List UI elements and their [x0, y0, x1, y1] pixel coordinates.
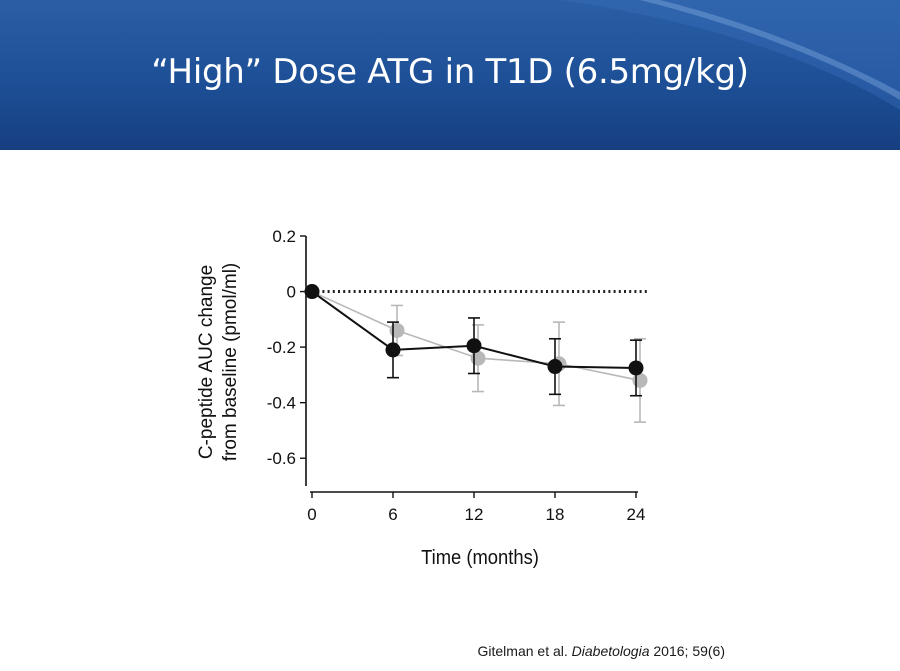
y-tick-label: -0.4: [267, 394, 296, 413]
y-tick-label: -0.2: [267, 338, 296, 357]
data-point-black: [466, 338, 482, 354]
data-point-black: [385, 342, 401, 358]
y-axis-label-line2: from baseline (pmol/ml): [220, 263, 241, 462]
chart-axes: 0.2 0 -0.2 -0.4 -0.6 0 6 12 18 24: [267, 227, 646, 524]
data-point-grey: [389, 322, 405, 338]
citation-details: 2016; 59(6): [653, 643, 725, 659]
data-point-black: [628, 360, 644, 376]
x-tick-label: 6: [388, 505, 397, 524]
chart-labels: Time (months) C-peptide AUC change from …: [196, 263, 539, 569]
series-black: [304, 284, 644, 397]
series-layer: [304, 284, 648, 423]
y-axis-label-line1: C-peptide AUC change: [196, 265, 217, 459]
c-peptide-chart: 0.2 0 -0.2 -0.4 -0.6 0 6 12 18 24 Time (months) C…: [196, 227, 650, 569]
citation: Gitelman et al. Diabetologia 2016; 59(6): [478, 643, 726, 659]
citation-journal: Diabetologia: [571, 643, 650, 659]
header-swoosh-decoration: [560, 0, 900, 110]
slide-header: “High” Dose ATG in T1D (6.5mg/kg): [0, 0, 900, 150]
x-tick-label: 24: [627, 505, 646, 524]
y-tick-label: -0.6: [267, 449, 296, 468]
y-tick-label: 0.2: [272, 227, 296, 246]
x-tick-label: 12: [465, 505, 484, 524]
data-point-black: [547, 359, 563, 375]
x-tick-label: 0: [307, 505, 316, 524]
x-tick-label: 18: [546, 505, 565, 524]
x-axis-label: Time (months): [421, 547, 539, 569]
chart-area: 0.2 0 -0.2 -0.4 -0.6 0 6 12 18 24 Time (months) C…: [0, 150, 900, 671]
series-grey: [304, 284, 648, 423]
data-point-black: [304, 284, 320, 300]
y-tick-label: 0: [287, 283, 296, 302]
slide-title: “High” Dose ATG in T1D (6.5mg/kg): [151, 52, 749, 92]
citation-authors: Gitelman et al.: [477, 643, 568, 659]
